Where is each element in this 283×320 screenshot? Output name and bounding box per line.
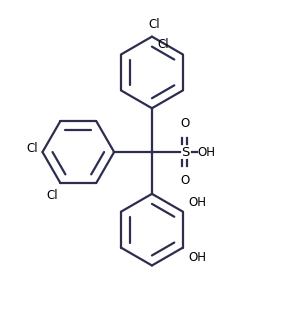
Text: OH: OH <box>188 196 206 209</box>
Text: Cl: Cl <box>157 37 169 51</box>
Text: O: O <box>180 174 189 187</box>
Text: OH: OH <box>198 146 216 158</box>
Text: OH: OH <box>188 251 206 264</box>
Text: Cl: Cl <box>26 141 38 155</box>
Text: Cl: Cl <box>148 18 160 31</box>
Text: Cl: Cl <box>47 189 58 202</box>
Text: S: S <box>181 146 189 158</box>
Text: O: O <box>180 117 189 130</box>
